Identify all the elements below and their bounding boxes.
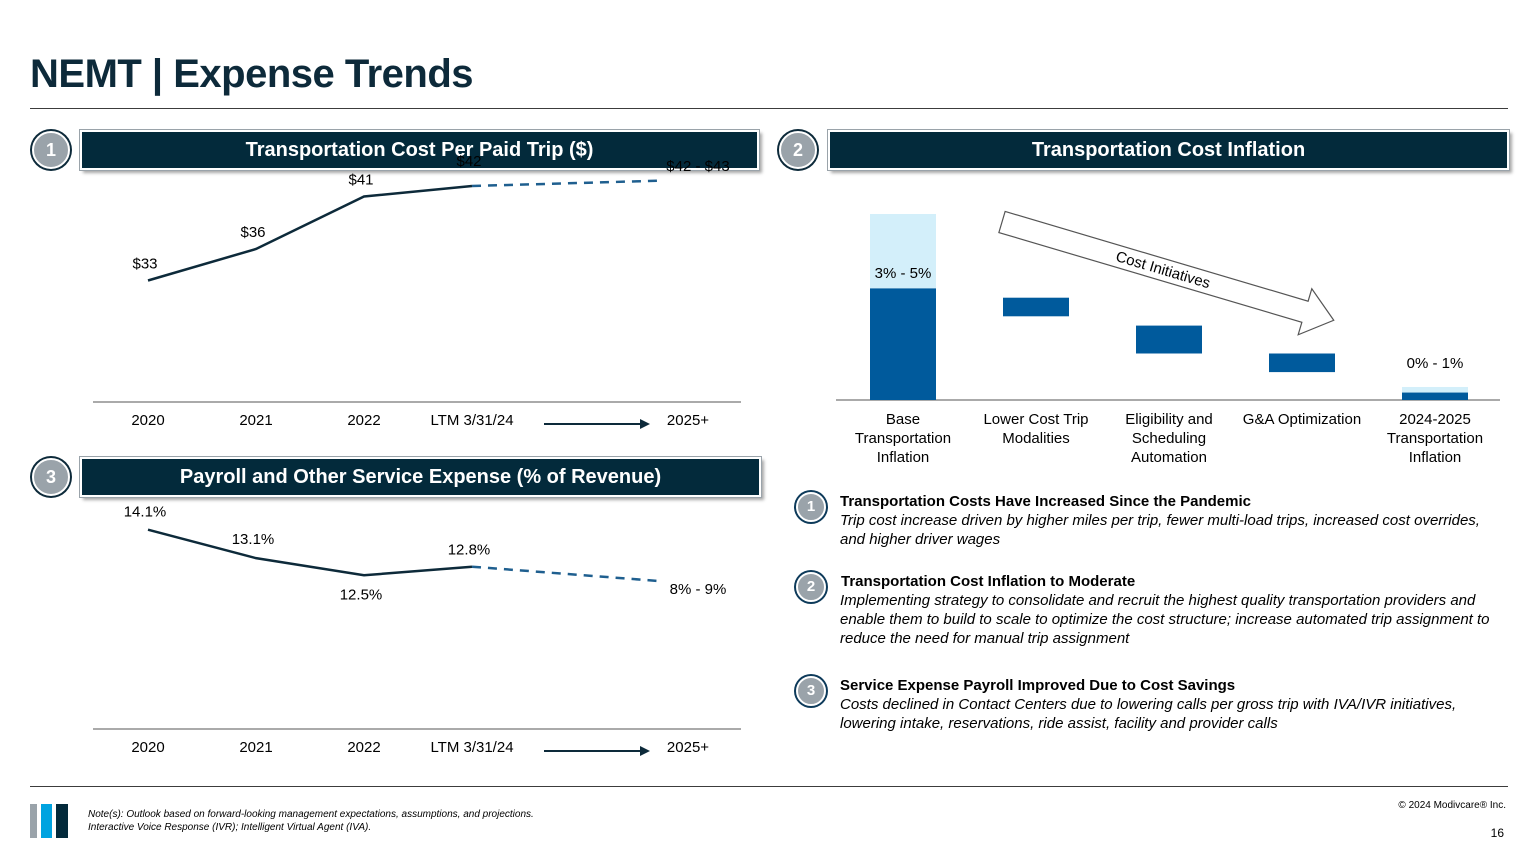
cost-initiatives-arrow: Cost Initiatives [998,210,1335,336]
copyright: © 2024 Modivcare® Inc. [1398,800,1506,811]
payroll-data-label: 12.5% [340,586,383,603]
payroll-data-label: 8% - 9% [670,581,727,598]
payroll-actual-line [147,528,473,577]
inflation-tick-label: 2024-2025 Transportation Inflation [1387,411,1483,466]
footnote: Note(s): Outlook based on forward-lookin… [88,808,534,834]
inflation-bar [1269,353,1335,373]
inflation-tick-label: Eligibility and Scheduling Automation [1125,411,1213,466]
item-1-title: Transportation Costs Have Increased Sinc… [840,493,1251,510]
section-1-title: Transportation Cost Per Paid Trip ($) [80,130,759,170]
inflation-tick-label: Base Transportation Inflation [855,411,951,466]
item-1-badge: 1 [796,492,826,522]
item-3-body: Costs declined in Contact Centers due to… [840,696,1457,732]
section-2-badge: 2 [779,131,817,169]
trip-cost-tick-label: LTM 3/31/24 [430,412,513,429]
section-3-title: Payroll and Other Service Expense (% of … [80,457,761,497]
section-3-badge: 3 [32,458,70,496]
footnote-line-2: Interactive Voice Response (IVR); Intell… [88,822,372,833]
inflation-data-label: 3% - 5% [875,265,932,282]
payroll-data-label: 14.1% [124,504,167,521]
payroll-tick-label: 2021 [239,739,272,756]
payroll-projected-line [471,565,659,583]
item-3-badge: 3 [796,676,826,706]
payroll-projection-arrowhead [640,746,650,756]
payroll-tick-label: 2025+ [667,739,709,756]
top-divider [30,108,1508,109]
trip-cost-projection-arrowhead [640,419,650,429]
trip-cost-tick-label: 2022 [347,412,380,429]
trip-cost-data-label: $36 [240,224,265,241]
trip-cost-actual-line [147,184,473,282]
section-1-badge: 1 [32,131,70,169]
footnote-line-1: Note(s): Outlook based on forward-lookin… [88,809,534,820]
inflation-bar [1402,392,1468,400]
item-2-body: Implementing strategy to consolidate and… [840,592,1490,647]
inflation-tick-label: Lower Cost Trip Modalities [983,411,1088,447]
item-3-title: Service Expense Payroll Improved Due to … [840,677,1236,694]
inflation-bar [1003,297,1069,317]
company-logo [30,804,68,838]
trip-cost-data-label: $42 [456,153,481,170]
item-1-body: Trip cost increase driven by higher mile… [840,512,1480,548]
item-2-badge: 2 [796,572,826,602]
payroll-tick-label: LTM 3/31/24 [430,739,513,756]
inflation-bar [1136,325,1202,354]
inflation-tick-label: G&A Optimization [1243,411,1361,428]
trip-cost-data-label: $33 [132,256,157,273]
payroll-tick-label: 2022 [347,739,380,756]
inflation-bar-range [1402,386,1468,393]
trip-cost-projected-line [471,179,659,188]
page-title: NEMT | Expense Trends [30,52,474,96]
trip-cost-tick-label: 2021 [239,412,272,429]
section-2-title: Transportation Cost Inflation [828,130,1509,170]
trip-cost-tick-label: 2020 [131,412,164,429]
trip-cost-data-label: $41 [348,172,373,189]
payroll-tick-label: 2020 [131,739,164,756]
item-2-title: Transportation Cost Inflation to Moderat… [841,573,1136,590]
inflation-bar-range [870,214,936,289]
payroll-data-label: 12.8% [448,542,491,559]
payroll-data-label: 13.1% [232,531,275,548]
inflation-bar [870,288,936,400]
trip-cost-tick-label: 2025+ [667,412,709,429]
bottom-divider [30,786,1508,787]
page-number: 16 [1490,826,1504,840]
inflation-data-label: 0% - 1% [1407,355,1464,372]
trip-cost-data-label: $42 - $43 [666,158,729,175]
